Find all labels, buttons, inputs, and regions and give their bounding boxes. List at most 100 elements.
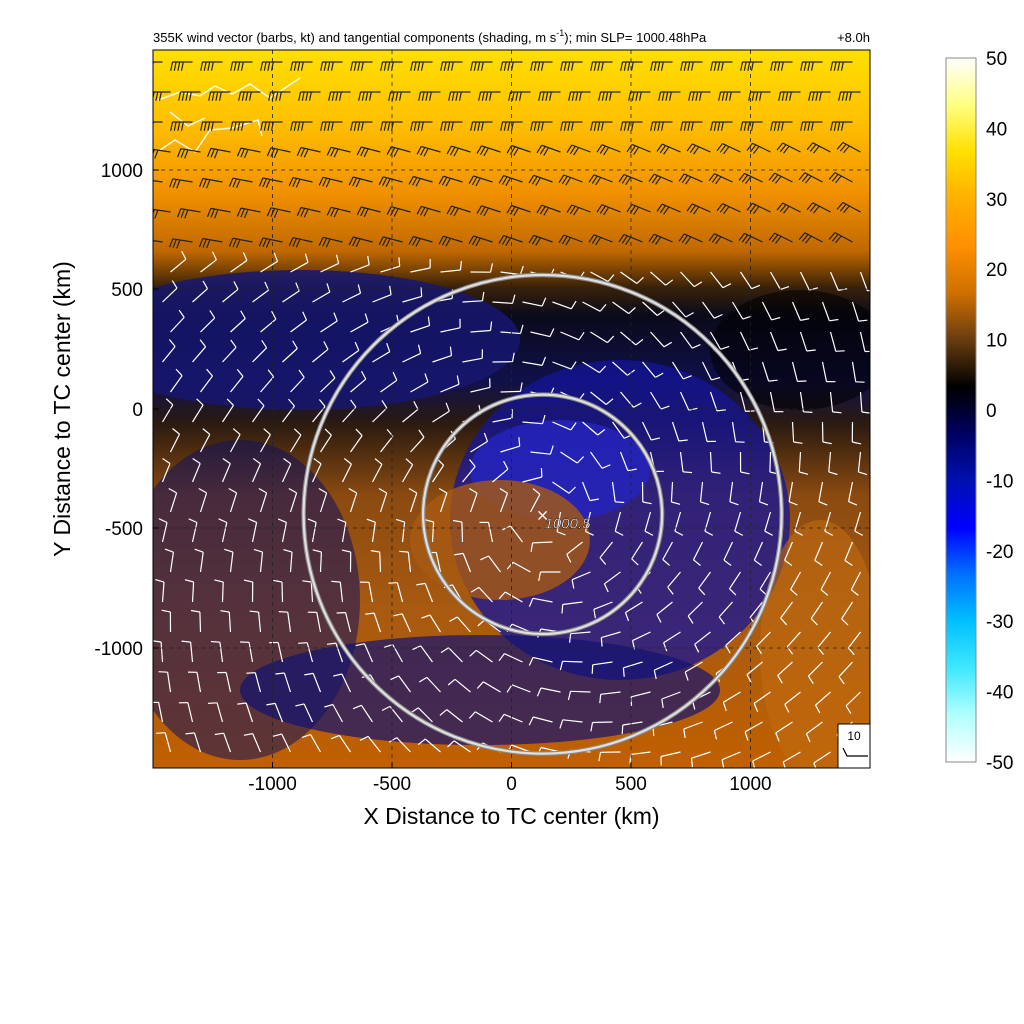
wind-barb-shaft [844, 541, 854, 561]
wind-barb-feather [573, 207, 580, 216]
wind-barb-shaft [672, 301, 687, 318]
wind-barb-shaft [503, 713, 523, 723]
wind-barb [462, 349, 483, 363]
wind-barb-feather [843, 205, 850, 214]
wind-barb-feather [498, 235, 505, 244]
wind-barb-feather [154, 149, 159, 159]
wind-barb-feather [458, 91, 462, 101]
wind-barb-feather [775, 732, 780, 742]
wind-barb [603, 571, 621, 593]
wind-barb [561, 601, 583, 614]
wind-barb [198, 177, 223, 189]
wind-barb-shaft [210, 147, 231, 153]
wind-barb [298, 91, 321, 101]
wind-barb-feather [845, 705, 852, 714]
wind-barb-shaft [251, 522, 258, 543]
wind-barb-shaft [319, 551, 322, 573]
wind-barb-feather [262, 178, 268, 188]
wind-barb-feather [413, 401, 419, 410]
wind-barb-feather [630, 61, 634, 71]
wind-barb-feather [629, 145, 636, 154]
wind-barb-feather [236, 369, 244, 377]
wind-barb-feather [456, 375, 460, 385]
wind-barb-shaft [701, 421, 708, 442]
wind-barb [600, 631, 621, 647]
wind-barb-feather [541, 356, 547, 366]
wind-barb [530, 61, 553, 71]
wind-barb-feather [348, 176, 354, 186]
wind-barb-feather [741, 234, 749, 243]
wind-barb-shaft [851, 361, 857, 382]
wind-barb-feather [768, 379, 778, 382]
wind-barb [702, 301, 723, 319]
wind-barb-shaft [590, 391, 607, 405]
wind-barb [528, 716, 553, 726]
orange-lower-right [760, 520, 870, 768]
y-axis-label: Y Distance to TC center (km) [49, 261, 75, 557]
wind-barb-feather [618, 234, 625, 243]
wind-barb-shaft [649, 391, 662, 410]
wind-barb-feather [540, 121, 544, 131]
wind-barb [538, 91, 561, 101]
wind-barb-feather [588, 234, 595, 243]
wind-barb-feather [683, 61, 687, 71]
wind-barb [854, 511, 863, 536]
wind-barb-shaft [221, 522, 228, 543]
wind-barb-shaft [500, 331, 521, 335]
wind-barb [807, 661, 823, 685]
wind-barb-feather [441, 236, 448, 246]
wind-barb [296, 206, 321, 218]
wind-barb [200, 368, 213, 393]
wind-barb-feather [528, 234, 535, 244]
wind-barb-feather [331, 580, 341, 583]
wind-barb-shaft [409, 492, 418, 513]
wind-barb-shaft [312, 291, 331, 303]
wind-barb-feather [253, 548, 263, 553]
wind-barb-feather [535, 237, 542, 246]
wind-barb [559, 660, 583, 671]
wind-barb-shaft [769, 451, 772, 473]
wind-barb-feather [867, 289, 870, 292]
x-tick-label: 0 [506, 774, 517, 795]
wind-barb-feather [829, 318, 839, 322]
wind-barb-shaft [368, 582, 374, 603]
wind-barb-shaft [670, 481, 674, 503]
wind-barb-feather [413, 121, 417, 131]
wind-barb-shaft [153, 240, 163, 243]
wind-barb-feather [148, 62, 150, 71]
wind-barb-feather [220, 610, 230, 613]
wind-barb-shaft [164, 732, 172, 753]
wind-barb-shaft [440, 327, 461, 333]
wind-barb-feather [728, 91, 732, 101]
wind-barb-feather [852, 441, 862, 445]
wind-barb [598, 751, 621, 762]
wind-barb-feather [501, 236, 508, 245]
wind-barb-feather [805, 733, 811, 743]
wind-barb-feather [734, 530, 744, 536]
wind-barb-feather [288, 487, 297, 494]
wind-barb-shaft [475, 649, 493, 663]
wind-barb-feather [785, 91, 789, 101]
wind-barb-feather [383, 61, 387, 71]
wind-barb [169, 428, 181, 453]
dark-band-right [710, 290, 870, 410]
wind-barb-feather [539, 206, 546, 215]
wind-barb-feather [533, 121, 537, 131]
wind-barb-feather [680, 121, 684, 131]
wind-barb-feather [500, 61, 504, 71]
wind-barb-feather [283, 458, 292, 465]
wind-barb-feather [548, 91, 552, 101]
wind-barb-shaft [222, 288, 239, 303]
wind-barb-shaft [740, 271, 753, 290]
wind-barb [753, 691, 771, 712]
wind-barb-feather [636, 276, 644, 284]
wind-barb-feather [824, 530, 833, 536]
wind-barb-shaft [410, 325, 430, 333]
wind-barb-feather [655, 176, 662, 185]
wind-barb [560, 121, 583, 131]
wind-barb-shaft [350, 321, 369, 333]
wind-barb-feather [149, 92, 151, 101]
wind-barb-feather [390, 675, 399, 681]
wind-barb [320, 121, 343, 131]
wind-barb-feather [267, 369, 275, 378]
